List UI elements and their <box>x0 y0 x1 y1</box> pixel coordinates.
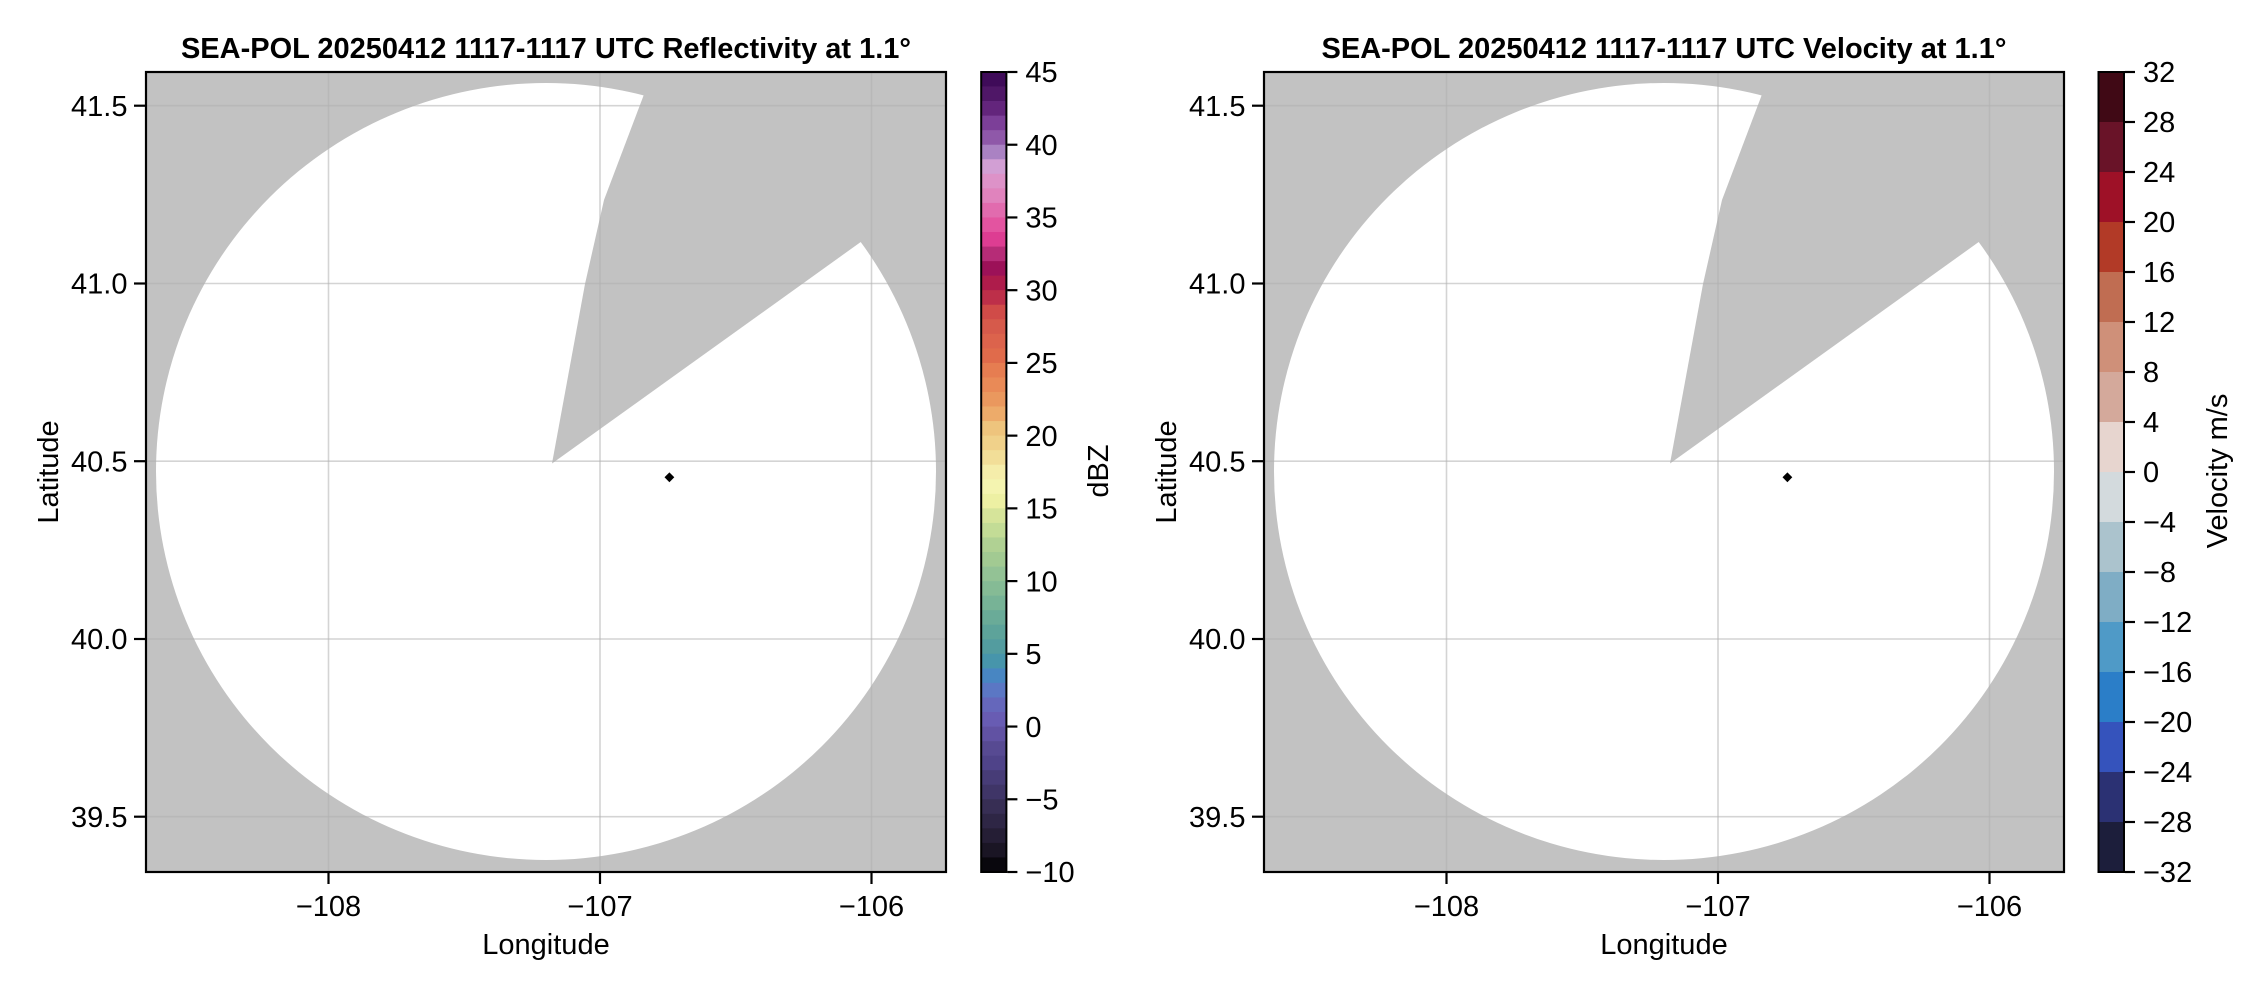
svg-text:8: 8 <box>2143 357 2159 389</box>
svg-text:16: 16 <box>2143 257 2175 289</box>
svg-text:−10: −10 <box>1025 857 1074 889</box>
svg-text:39.5: 39.5 <box>1189 802 1245 834</box>
svg-text:dBZ: dBZ <box>1083 444 1115 497</box>
svg-text:−12: −12 <box>2143 607 2192 639</box>
svg-text:−16: −16 <box>2143 657 2192 689</box>
svg-text:SEA-POL 20250412 1117-1117 UTC: SEA-POL 20250412 1117-1117 UTC Reflectiv… <box>181 33 911 65</box>
svg-text:25: 25 <box>1025 348 1057 380</box>
svg-text:SEA-POL 20250412 1117-1117 UTC: SEA-POL 20250412 1117-1117 UTC Velocity … <box>1322 33 2007 65</box>
svg-text:41.5: 41.5 <box>71 91 127 123</box>
svg-text:−20: −20 <box>2143 707 2192 739</box>
svg-text:4: 4 <box>2143 407 2159 439</box>
svg-text:5: 5 <box>1025 639 1041 671</box>
svg-text:−4: −4 <box>2143 507 2176 539</box>
svg-text:−107: −107 <box>567 891 632 923</box>
svg-text:40.0: 40.0 <box>71 624 127 656</box>
svg-text:15: 15 <box>1025 494 1057 526</box>
svg-text:41.0: 41.0 <box>1189 269 1245 301</box>
svg-text:−108: −108 <box>1414 891 1479 923</box>
svg-text:−5: −5 <box>1025 784 1058 816</box>
svg-text:40.0: 40.0 <box>1189 624 1245 656</box>
svg-text:−107: −107 <box>1685 891 1750 923</box>
svg-text:45: 45 <box>1025 57 1057 89</box>
svg-text:Velocity m/s: Velocity m/s <box>2202 394 2234 549</box>
svg-text:20: 20 <box>1025 421 1057 453</box>
svg-text:41.0: 41.0 <box>71 269 127 301</box>
svg-text:Longitude: Longitude <box>482 929 609 961</box>
svg-text:−106: −106 <box>1957 891 2022 923</box>
svg-text:Latitude: Latitude <box>1151 420 1183 523</box>
svg-text:−32: −32 <box>2143 857 2192 889</box>
svg-text:−28: −28 <box>2143 807 2192 839</box>
svg-text:39.5: 39.5 <box>71 802 127 834</box>
svg-text:−8: −8 <box>2143 557 2176 589</box>
svg-text:30: 30 <box>1025 275 1057 307</box>
svg-text:40.5: 40.5 <box>71 446 127 478</box>
svg-text:20: 20 <box>2143 207 2175 239</box>
svg-text:Longitude: Longitude <box>1600 929 1727 961</box>
svg-text:35: 35 <box>1025 203 1057 235</box>
svg-text:24: 24 <box>2143 157 2175 189</box>
svg-text:Latitude: Latitude <box>33 420 65 523</box>
svg-text:0: 0 <box>2143 457 2159 489</box>
svg-text:0: 0 <box>1025 712 1041 744</box>
svg-text:41.5: 41.5 <box>1189 91 1245 123</box>
svg-text:10: 10 <box>1025 566 1057 598</box>
svg-text:40: 40 <box>1025 130 1057 162</box>
svg-text:−24: −24 <box>2143 757 2192 789</box>
svg-text:32: 32 <box>2143 57 2175 89</box>
svg-text:−108: −108 <box>296 891 361 923</box>
svg-text:40.5: 40.5 <box>1189 446 1245 478</box>
svg-text:−106: −106 <box>839 891 904 923</box>
svg-text:12: 12 <box>2143 307 2175 339</box>
svg-text:28: 28 <box>2143 107 2175 139</box>
